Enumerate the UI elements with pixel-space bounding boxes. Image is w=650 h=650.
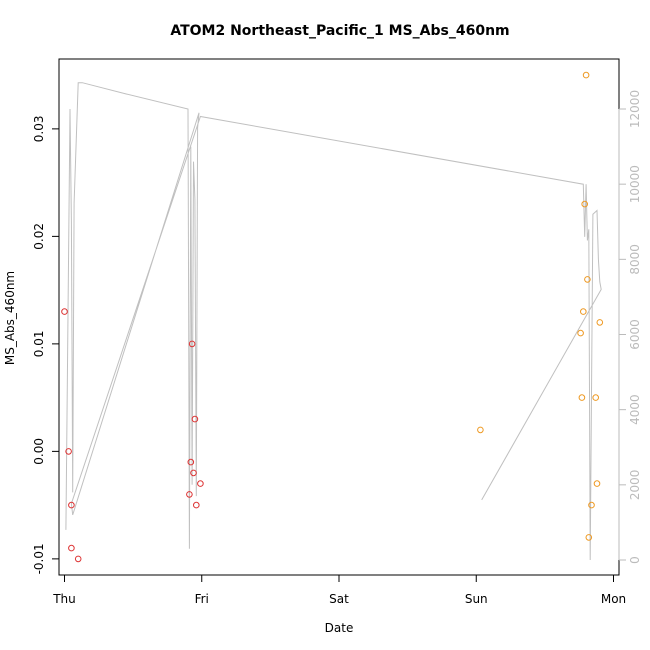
data-point bbox=[580, 308, 587, 315]
x-axis-label: Date bbox=[325, 621, 354, 635]
trajectory-layer bbox=[65, 82, 602, 561]
data-point bbox=[197, 480, 204, 487]
data-point bbox=[578, 394, 586, 401]
y-axis-label: MS_Abs_460nm bbox=[3, 271, 17, 365]
data-point bbox=[593, 480, 601, 487]
data-point bbox=[68, 544, 75, 552]
y-tick-label: -0.01 bbox=[32, 543, 46, 574]
chart-title: ATOM2 Northeast_Pacific_1 MS_Abs_460nm bbox=[170, 23, 509, 39]
x-tick-label: Sun bbox=[465, 592, 488, 606]
data-point bbox=[477, 426, 484, 434]
data-point bbox=[187, 458, 195, 466]
data-point bbox=[191, 415, 199, 423]
y2-tick-label: 8000 bbox=[628, 244, 642, 275]
x-tick-label: Mon bbox=[601, 592, 626, 606]
data-point bbox=[585, 534, 593, 541]
x-axis: Thu Fri Sat Sun Mon bbox=[52, 574, 626, 606]
y2-tick-label: 4000 bbox=[628, 394, 642, 425]
trajectory-line bbox=[65, 82, 602, 561]
data-point bbox=[582, 71, 590, 79]
data-point bbox=[193, 501, 200, 509]
data-point bbox=[186, 491, 193, 498]
y2-tick-label: 12000 bbox=[628, 90, 642, 128]
data-point bbox=[68, 501, 75, 509]
y2-tick-label: 10000 bbox=[628, 165, 642, 203]
data-point bbox=[188, 340, 196, 348]
y-tick-label: 0.00 bbox=[32, 438, 46, 465]
y2-tick-label: 0 bbox=[628, 556, 642, 564]
data-point bbox=[74, 555, 82, 563]
x-tick-label: Thu bbox=[52, 592, 76, 606]
points-layer bbox=[61, 71, 604, 563]
plot-frame bbox=[58, 58, 620, 576]
data-point bbox=[581, 200, 589, 208]
y2-axis: 0 2000 4000 6000 8000 10000 12000 bbox=[618, 90, 642, 564]
data-point bbox=[577, 329, 584, 337]
data-point bbox=[65, 448, 72, 455]
data-point bbox=[584, 276, 591, 283]
y2-tick-label: 2000 bbox=[628, 470, 642, 501]
data-point bbox=[596, 319, 604, 326]
data-point bbox=[592, 394, 600, 401]
x-tick-label: Sat bbox=[329, 592, 349, 606]
y-tick-label: 0.01 bbox=[32, 331, 46, 358]
x-tick-label: Fri bbox=[195, 592, 209, 606]
y-tick-label: 0.03 bbox=[32, 116, 46, 143]
data-point bbox=[588, 501, 595, 509]
y2-tick-label: 6000 bbox=[628, 319, 642, 350]
y-tick-label: 0.02 bbox=[32, 223, 46, 250]
data-point bbox=[61, 308, 68, 315]
y-axis: -0.01 0.00 0.01 0.02 0.03 bbox=[32, 116, 60, 574]
data-point bbox=[190, 469, 197, 477]
